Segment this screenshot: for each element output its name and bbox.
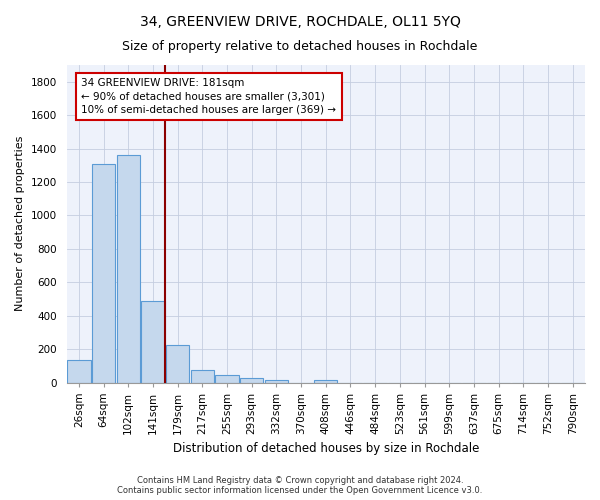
Text: Size of property relative to detached houses in Rochdale: Size of property relative to detached ho… [122, 40, 478, 53]
Bar [92, 164, 115, 382]
Text: Contains HM Land Registry data © Crown copyright and database right 2024.
Contai: Contains HM Land Registry data © Crown c… [118, 476, 482, 495]
Bar [265, 380, 288, 382]
Y-axis label: Number of detached properties: Number of detached properties [15, 136, 25, 312]
Bar [215, 375, 239, 382]
Bar [116, 155, 140, 382]
Bar [166, 345, 190, 383]
Bar [240, 378, 263, 382]
Text: 34 GREENVIEW DRIVE: 181sqm
← 90% of detached houses are smaller (3,301)
10% of s: 34 GREENVIEW DRIVE: 181sqm ← 90% of deta… [82, 78, 337, 115]
Bar [141, 300, 164, 382]
X-axis label: Distribution of detached houses by size in Rochdale: Distribution of detached houses by size … [173, 442, 479, 455]
Bar [67, 360, 91, 382]
Text: 34, GREENVIEW DRIVE, ROCHDALE, OL11 5YQ: 34, GREENVIEW DRIVE, ROCHDALE, OL11 5YQ [140, 15, 460, 29]
Bar [314, 380, 337, 382]
Bar [191, 370, 214, 382]
